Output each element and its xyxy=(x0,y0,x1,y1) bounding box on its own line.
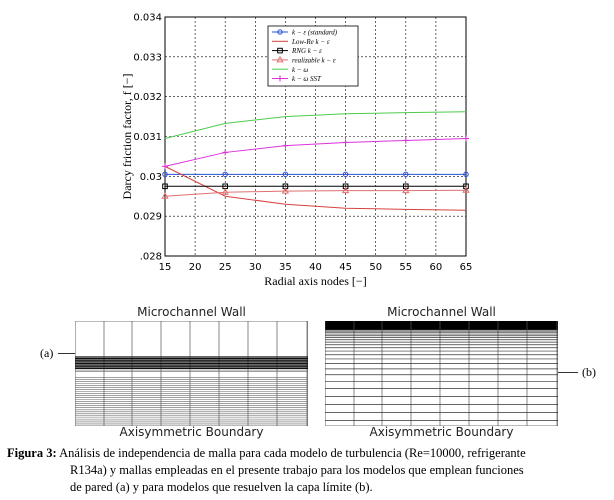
data-point xyxy=(463,135,469,142)
x-tick-label: 35 xyxy=(279,262,292,273)
x-tick-label: 55 xyxy=(399,262,412,273)
y-tick-label: 0.031 xyxy=(133,132,162,143)
mesh-panel-left: Microchannel Wall Axisymmetric Boundary xyxy=(75,305,308,440)
data-point xyxy=(463,171,469,178)
x-tick-label: 50 xyxy=(369,262,382,273)
mesh-right-title: Microchannel Wall xyxy=(387,305,496,319)
series-line xyxy=(164,111,467,139)
x-tick-label: 60 xyxy=(430,262,443,273)
legend-entry: k − ε (standard) xyxy=(292,29,338,37)
friction-factor-chart: 15 20 25 30 35 40 45 50 55 60 65 .028 0.029 0.03 0.031… xyxy=(120,13,473,289)
data-point xyxy=(462,186,470,193)
data-point xyxy=(403,171,409,178)
y-tick-label: 0.03 xyxy=(140,172,162,183)
data-point xyxy=(222,149,229,156)
legend-marker xyxy=(276,55,284,63)
y-tick-label: 0.029 xyxy=(133,212,162,223)
mesh-right-bottom-label: Axisymmetric Boundary xyxy=(369,425,514,439)
mesh-left-tag-line xyxy=(58,353,75,354)
mesh-left-tag: (a) xyxy=(40,346,54,360)
legend-entry: RNG k − ε xyxy=(291,47,322,55)
series-line xyxy=(164,137,467,167)
x-tick-label: 45 xyxy=(339,262,352,273)
mesh-right-tag-line xyxy=(558,372,578,373)
series-1 xyxy=(164,165,467,211)
legend-entry: Low-Re k − ε xyxy=(291,38,330,46)
y-axis-label: Darcy friction factor, f [−] xyxy=(120,74,134,200)
mesh-left-bottom-label: Axisymmetric Boundary xyxy=(119,425,264,439)
series-3 xyxy=(161,186,470,199)
caption-line-2: R134a) y mallas empleadas en el presente… xyxy=(70,463,524,477)
figure-caption: Figura 3: Análisis de independencia de m… xyxy=(7,445,607,496)
y-tick-label: 0.032 xyxy=(133,92,162,103)
legend-entry: realizable k − ε xyxy=(292,57,336,65)
legend-marker xyxy=(277,29,283,35)
caption-line-3: de pared (a) y para modelos que resuelve… xyxy=(70,480,373,494)
legend-box xyxy=(267,25,359,87)
series-0 xyxy=(162,171,469,178)
y-tick-label: 0.033 xyxy=(133,52,162,63)
x-tick-label: 25 xyxy=(219,262,232,273)
data-point xyxy=(162,183,168,190)
x-tick-label: 40 xyxy=(309,262,322,273)
data-point xyxy=(402,186,410,194)
mesh-frame xyxy=(75,321,308,426)
data-point xyxy=(341,186,350,194)
series-line xyxy=(164,165,467,211)
mesh-left-title: Microchannel Wall xyxy=(137,305,246,319)
data-point xyxy=(282,171,289,178)
x-axis-label: Radial axis nodes [−] xyxy=(264,274,366,288)
legend-entry: k − ω SST xyxy=(292,75,322,83)
legend-marker xyxy=(277,47,283,54)
mesh-frame xyxy=(325,321,558,426)
caption-label: Figura 3: xyxy=(7,446,57,460)
legend-entry: k − ω xyxy=(292,66,308,74)
mesh-panel-right: Microchannel Wall Axisymmetric Boundary xyxy=(325,305,558,440)
data-point xyxy=(222,171,228,178)
mesh-right-tag: (b) xyxy=(582,365,596,379)
caption-line-1: Análisis de independencia de malla para … xyxy=(59,446,526,460)
mesh-left-grid xyxy=(75,321,308,426)
data-point xyxy=(162,163,168,170)
x-tick-label: 15 xyxy=(159,262,172,273)
y-tick-label: 0.034 xyxy=(133,13,162,24)
data-point xyxy=(282,142,289,149)
data-point xyxy=(162,171,168,178)
data-point xyxy=(221,188,229,195)
y-tick-label: .028 xyxy=(140,252,162,263)
mesh-wall-band xyxy=(325,321,558,330)
series-5 xyxy=(162,135,469,170)
x-tick-label: 20 xyxy=(189,262,202,273)
data-point xyxy=(281,187,290,194)
x-tick-label: 30 xyxy=(249,262,262,273)
x-tick-label: 65 xyxy=(460,262,473,273)
data-point xyxy=(342,171,349,178)
data-point xyxy=(342,139,349,146)
series-line xyxy=(164,189,467,197)
data-point xyxy=(161,192,169,199)
series-4 xyxy=(164,111,467,139)
legend-marker xyxy=(277,75,283,82)
mesh-right-grid xyxy=(325,321,558,426)
data-point xyxy=(463,183,469,190)
data-point xyxy=(402,137,409,144)
